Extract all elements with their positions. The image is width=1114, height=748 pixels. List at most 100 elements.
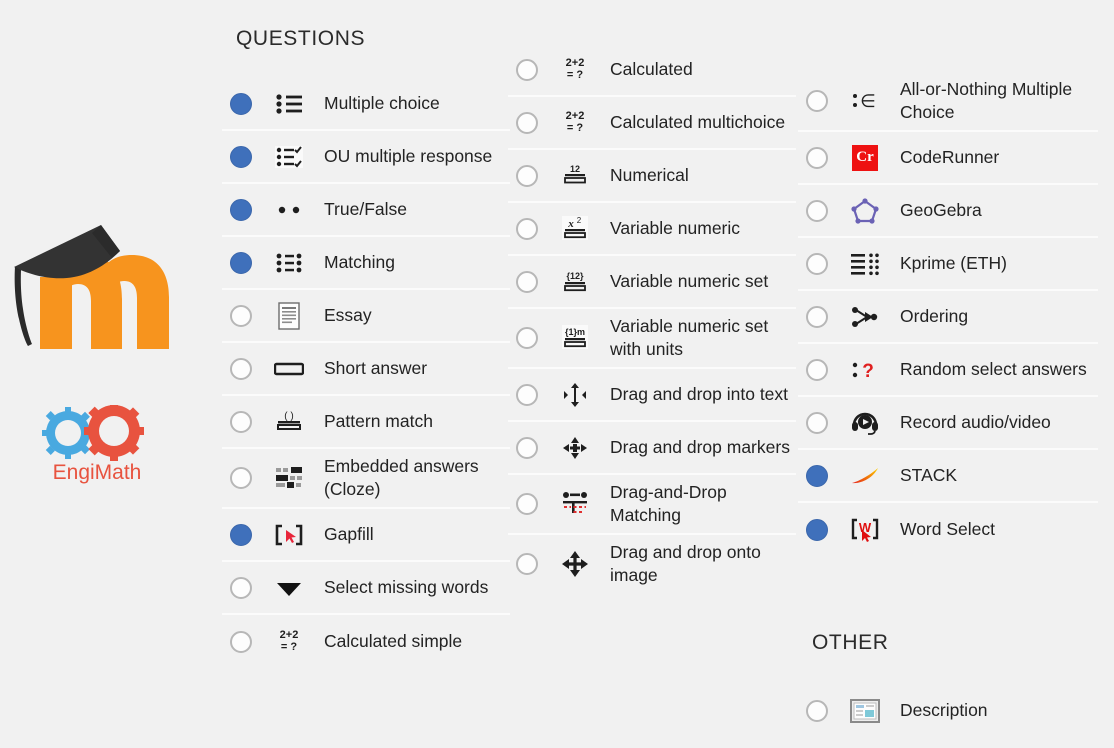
gapfill-brackets-icon bbox=[272, 518, 306, 552]
radio-all-or-nothing-multiple-choice[interactable] bbox=[806, 90, 828, 113]
radio-gapfill[interactable] bbox=[230, 523, 252, 546]
document-lines-icon bbox=[272, 299, 306, 333]
variable-numeric-x2-icon: x 2 bbox=[558, 212, 592, 246]
stack-swoosh-icon bbox=[848, 459, 882, 493]
list-item[interactable]: Drag and drop onto image bbox=[508, 535, 796, 593]
list-item-label: Kprime (ETH) bbox=[900, 253, 1007, 274]
list-item[interactable]: Description bbox=[798, 684, 1098, 737]
list-item[interactable]: {12} Variable numeric set bbox=[508, 256, 796, 309]
list-item-label: Select missing words bbox=[324, 577, 489, 598]
list-item[interactable]: Cr CodeRunner bbox=[798, 132, 1098, 186]
radio-ou-multiple-response[interactable] bbox=[230, 145, 252, 168]
radio-description[interactable] bbox=[806, 699, 828, 722]
list-item-label: Drag-and-Drop Matching bbox=[610, 482, 727, 526]
list-item[interactable]: STACK bbox=[798, 450, 1098, 504]
svg-text:?: ? bbox=[862, 361, 874, 382]
radio-true-false[interactable] bbox=[230, 198, 252, 221]
list-item[interactable]: ? Random select answers bbox=[798, 344, 1098, 398]
icon-glyph-top: 2+2 bbox=[565, 109, 585, 122]
list-item[interactable]: 12 Numerical bbox=[508, 150, 796, 203]
radio-kprime-eth[interactable] bbox=[806, 252, 828, 275]
list-item[interactable]: Ordering bbox=[798, 291, 1098, 345]
list-item-label: Calculated simple bbox=[324, 631, 463, 652]
list-item[interactable]: 2+2 = ? Calculated multichoice bbox=[508, 97, 796, 150]
radio-record-audio-video[interactable] bbox=[806, 411, 828, 434]
radio-short-answer[interactable] bbox=[230, 357, 252, 380]
radio-matching[interactable] bbox=[230, 251, 252, 274]
list-item[interactable]: Short answer bbox=[222, 343, 510, 396]
word-select-icon: W bbox=[848, 513, 882, 547]
list-item[interactable]: GeoGebra bbox=[798, 185, 1098, 239]
list-item[interactable]: OU multiple response bbox=[222, 131, 510, 184]
radio-ordering[interactable] bbox=[806, 305, 828, 328]
radio-pattern-match[interactable] bbox=[230, 410, 252, 433]
radio-word-select[interactable] bbox=[806, 518, 828, 541]
list-item-label: Random select answers bbox=[900, 359, 1087, 380]
list-item[interactable]: Drag-and-Drop Matching bbox=[508, 475, 796, 536]
variable-numeric-units-icon: {1}m bbox=[558, 321, 592, 355]
list-item-label: Calculated bbox=[610, 58, 693, 79]
radio-drag-and-drop-onto-image[interactable] bbox=[516, 553, 538, 576]
ordering-icon bbox=[848, 300, 882, 334]
radio-calculated-simple[interactable] bbox=[230, 630, 252, 653]
engimath-wordmark: EngiMath bbox=[53, 461, 142, 484]
svg-text:( ): ( ) bbox=[284, 411, 293, 422]
radio-calculated-multichoice[interactable] bbox=[516, 111, 538, 134]
gear-red-icon bbox=[84, 401, 144, 461]
list-item[interactable]: Multiple choice bbox=[222, 78, 510, 131]
calculated-2plus2-icon: 2+2 = ? bbox=[558, 53, 592, 87]
list-item[interactable]: W Word Select bbox=[798, 503, 1098, 556]
list-item[interactable]: Drag and drop markers bbox=[508, 422, 796, 476]
moodle-logo bbox=[8, 215, 193, 360]
dropdown-triangle-icon bbox=[272, 571, 306, 605]
radio-coderunner[interactable] bbox=[806, 146, 828, 169]
geogebra-icon bbox=[848, 194, 882, 228]
list-item[interactable]: Gapfill bbox=[222, 509, 510, 563]
variable-numeric-set-icon: {12} bbox=[558, 265, 592, 299]
radio-geogebra[interactable] bbox=[806, 199, 828, 222]
svg-text:12: 12 bbox=[570, 164, 580, 174]
drag-drop-markers-icon bbox=[558, 431, 592, 465]
list-item[interactable]: 2+2 = ? Calculated bbox=[508, 44, 796, 97]
list-item-label: Description bbox=[900, 699, 988, 720]
radio-drag-and-drop-matching[interactable] bbox=[516, 493, 538, 516]
radio-drag-and-drop-markers[interactable] bbox=[516, 436, 538, 459]
list-item[interactable]: Essay bbox=[222, 290, 510, 343]
other-section-title: OTHER bbox=[812, 631, 889, 654]
headset-record-icon bbox=[848, 406, 882, 440]
list-item[interactable]: ∈ All-or-Nothing Multiple Choice bbox=[798, 72, 1098, 133]
list-item[interactable]: Drag and drop into text bbox=[508, 369, 796, 423]
list-item[interactable]: True/False bbox=[222, 184, 510, 237]
radio-embedded-answers-cloze[interactable] bbox=[230, 467, 252, 490]
radio-variable-numeric-set[interactable] bbox=[516, 270, 538, 293]
radio-random-select-answers[interactable] bbox=[806, 358, 828, 381]
radio-stack[interactable] bbox=[806, 464, 828, 487]
list-item-label: Word Select bbox=[900, 519, 995, 540]
radio-variable-numeric-set-with-units[interactable] bbox=[516, 327, 538, 350]
list-item[interactable]: Select missing words bbox=[222, 562, 510, 616]
radio-select-missing-words[interactable] bbox=[230, 576, 252, 599]
radio-essay[interactable] bbox=[230, 304, 252, 327]
list-item[interactable]: Kprime (ETH) bbox=[798, 238, 1098, 292]
svg-text:2: 2 bbox=[577, 216, 582, 225]
list-item[interactable]: 2+2 = ? Calculated simple bbox=[222, 615, 510, 668]
list-item-label: OU multiple response bbox=[324, 145, 493, 166]
radio-multiple-choice[interactable] bbox=[230, 92, 252, 115]
radio-calculated[interactable] bbox=[516, 58, 538, 81]
list-item[interactable]: Embedded answers (Cloze) bbox=[222, 449, 510, 510]
drag-drop-image-icon bbox=[558, 547, 592, 581]
list-item[interactable]: Matching bbox=[222, 237, 510, 290]
list-item[interactable]: x 2 Variable numeric bbox=[508, 203, 796, 256]
list-item-label: Calculated multichoice bbox=[610, 111, 786, 132]
list-item-label: Matching bbox=[324, 251, 396, 272]
list-item[interactable]: Record audio/video bbox=[798, 397, 1098, 451]
radio-drag-and-drop-into-text[interactable] bbox=[516, 383, 538, 406]
radio-variable-numeric[interactable] bbox=[516, 217, 538, 240]
two-dots-icon bbox=[272, 193, 306, 227]
list-item-label: GeoGebra bbox=[900, 200, 982, 221]
list-item-label: Variable numeric set with units bbox=[610, 316, 769, 360]
list-item[interactable]: ( ) Pattern match bbox=[222, 396, 510, 449]
radio-numerical[interactable] bbox=[516, 164, 538, 187]
list-item[interactable]: {1}m Variable numeric set with units bbox=[508, 309, 796, 370]
branding-panel: EngiMath bbox=[0, 0, 215, 748]
